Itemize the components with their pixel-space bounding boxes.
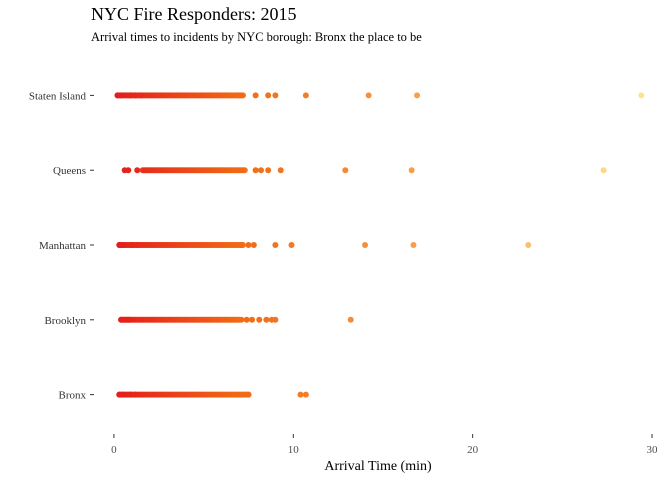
- data-point: [347, 316, 354, 323]
- data-point: [243, 316, 250, 323]
- data-point: [238, 242, 245, 248]
- data-point: [127, 92, 134, 99]
- y-tick-label: Queens: [53, 165, 86, 177]
- series-queens: [121, 167, 607, 174]
- y-tick-label: Bronx: [59, 390, 87, 402]
- data-point: [134, 167, 141, 174]
- data-point: [600, 167, 607, 174]
- data-point: [128, 242, 135, 248]
- x-axis-label: Arrival Time (min): [324, 459, 432, 474]
- data-point: [414, 92, 421, 99]
- data-point: [302, 92, 309, 99]
- data-point: [277, 167, 284, 174]
- y-axis: Bronx Brooklyn Manhattan Queens Staten Islan…: [29, 90, 94, 402]
- data-point: [132, 92, 139, 99]
- data-point: [252, 92, 259, 99]
- data-point: [137, 92, 144, 99]
- data-point: [125, 316, 132, 323]
- data-point: [410, 242, 417, 248]
- y-tick-label: Staten Island: [29, 90, 87, 102]
- data-point: [245, 391, 252, 398]
- chart-title: NYC Fire Responders: 2015: [91, 4, 297, 24]
- data-point: [265, 92, 272, 99]
- data-point: [241, 167, 248, 174]
- series-bronx: [116, 391, 309, 398]
- data-point: [236, 92, 243, 99]
- data-points: [114, 92, 645, 398]
- data-point: [297, 391, 304, 398]
- data-point: [272, 316, 279, 323]
- data-point: [265, 167, 272, 174]
- series-manhattan: [116, 242, 532, 248]
- data-point: [272, 92, 279, 99]
- x-axis: 0 10 20 30: [111, 434, 658, 456]
- data-point: [525, 242, 532, 248]
- data-point: [362, 242, 369, 248]
- data-point: [302, 391, 309, 398]
- data-point: [249, 316, 256, 323]
- x-tick-label: 0: [111, 444, 117, 456]
- x-tick-label: 20: [467, 444, 479, 456]
- data-point: [256, 316, 263, 323]
- data-point: [134, 242, 141, 248]
- chart-subtitle: Arrival times to incidents by NYC boroug…: [91, 30, 422, 44]
- data-point: [272, 242, 279, 248]
- data-point: [125, 167, 132, 174]
- series-staten-island: [114, 92, 645, 99]
- data-point: [119, 391, 126, 398]
- data-point: [288, 242, 295, 248]
- data-point: [250, 242, 257, 248]
- data-point: [238, 316, 245, 323]
- data-point: [258, 167, 265, 174]
- series-brooklyn: [118, 316, 354, 323]
- data-point: [263, 316, 270, 323]
- data-point: [132, 391, 139, 398]
- data-point: [342, 167, 349, 174]
- data-point: [127, 391, 134, 398]
- data-point: [638, 92, 645, 99]
- data-point: [119, 242, 126, 248]
- x-tick-label: 30: [647, 444, 659, 456]
- y-tick-label: Brooklyn: [44, 315, 86, 327]
- x-tick-label: 10: [288, 444, 300, 456]
- data-point: [245, 242, 252, 248]
- data-point: [118, 92, 125, 99]
- data-point: [365, 92, 372, 99]
- data-point: [252, 167, 259, 174]
- data-point: [408, 167, 415, 174]
- y-tick-label: Manhattan: [39, 240, 87, 252]
